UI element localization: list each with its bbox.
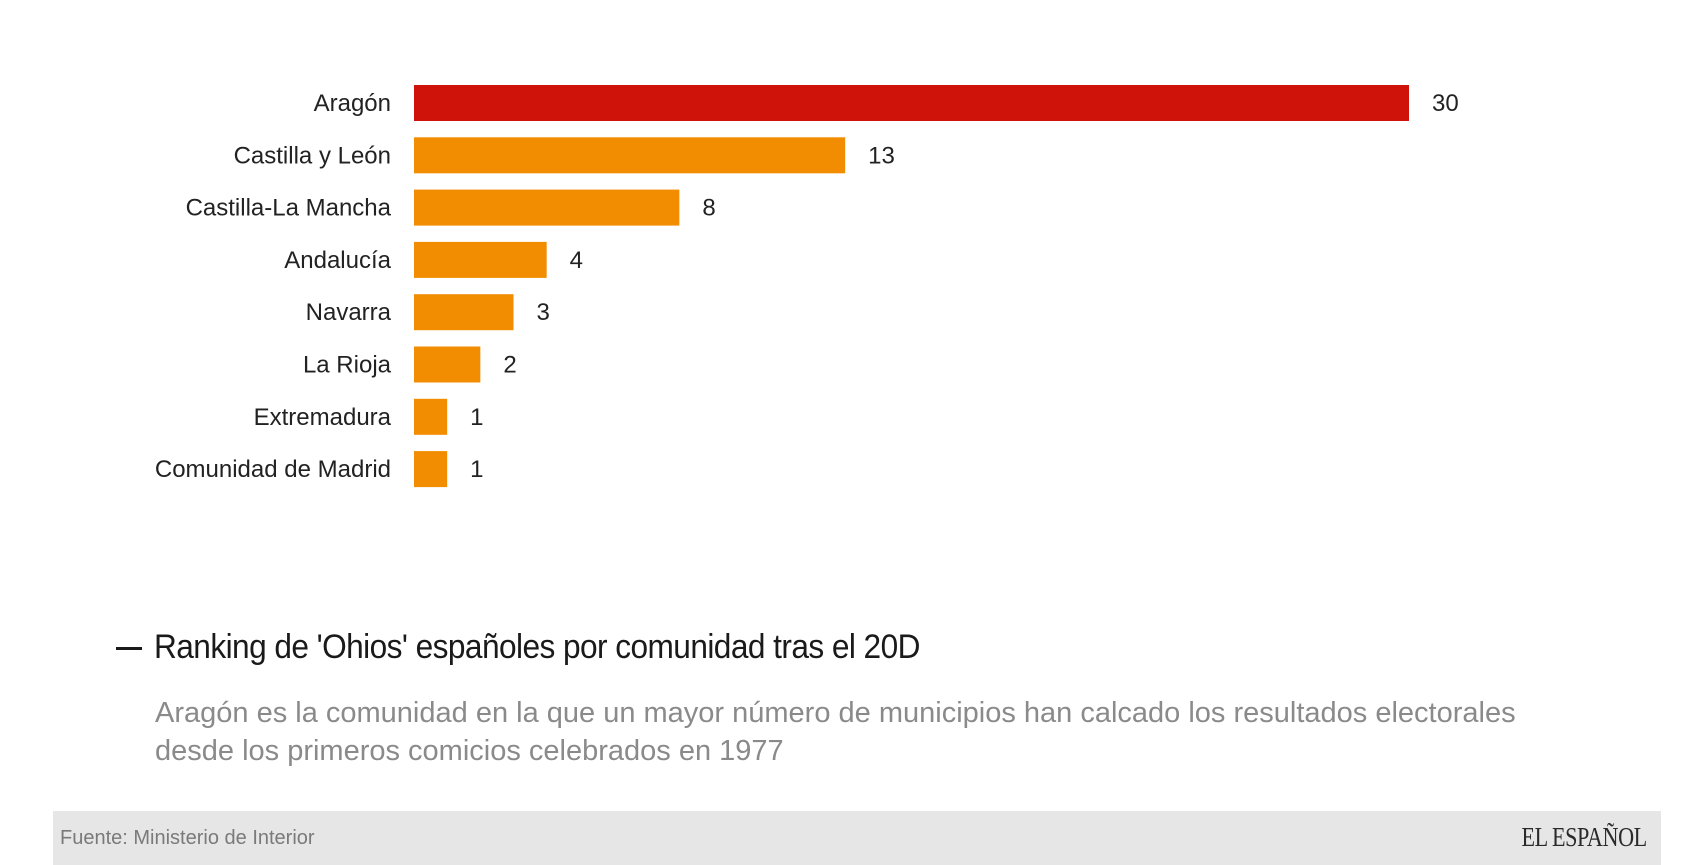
value-label: 3 (537, 299, 550, 326)
bar (414, 241, 547, 278)
source-note: Fuente: Ministerio de Interior (60, 827, 315, 849)
value-label: 8 (702, 195, 715, 222)
chart-subtitle: Aragón es la comunidad en la que un mayo… (155, 697, 1516, 767)
bar (414, 85, 1409, 121)
brand-logo: EL ESPAÑOL (1521, 822, 1648, 852)
bar (414, 137, 846, 174)
category-label: Aragón (314, 90, 391, 117)
bar (414, 398, 448, 435)
value-label: 13 (868, 142, 895, 169)
category-label: Comunidad de Madrid (155, 456, 391, 483)
value-label: 30 (1432, 90, 1459, 117)
category-label: La Rioja (303, 352, 392, 379)
bar (414, 346, 481, 383)
chart-title-block: Ranking de 'Ohios' españoles por comunid… (116, 628, 978, 667)
category-label: Andalucía (284, 247, 391, 274)
chart-title: Ranking de 'Ohios' españoles por comunid… (154, 628, 920, 666)
value-label: 4 (570, 247, 583, 274)
title-dash (116, 647, 142, 650)
category-label: Castilla-La Mancha (186, 195, 392, 222)
value-label: 1 (470, 456, 483, 483)
bar (414, 294, 514, 331)
footer-bar: Fuente: Ministerio de Interior EL ESPAÑO… (53, 811, 1661, 865)
category-label: Extremadura (254, 404, 392, 431)
bar (414, 189, 680, 226)
value-label: 2 (503, 352, 516, 379)
bar (414, 451, 448, 488)
value-label: 1 (470, 404, 483, 431)
category-label: Castilla y León (234, 142, 391, 169)
category-label: Navarra (306, 299, 392, 326)
